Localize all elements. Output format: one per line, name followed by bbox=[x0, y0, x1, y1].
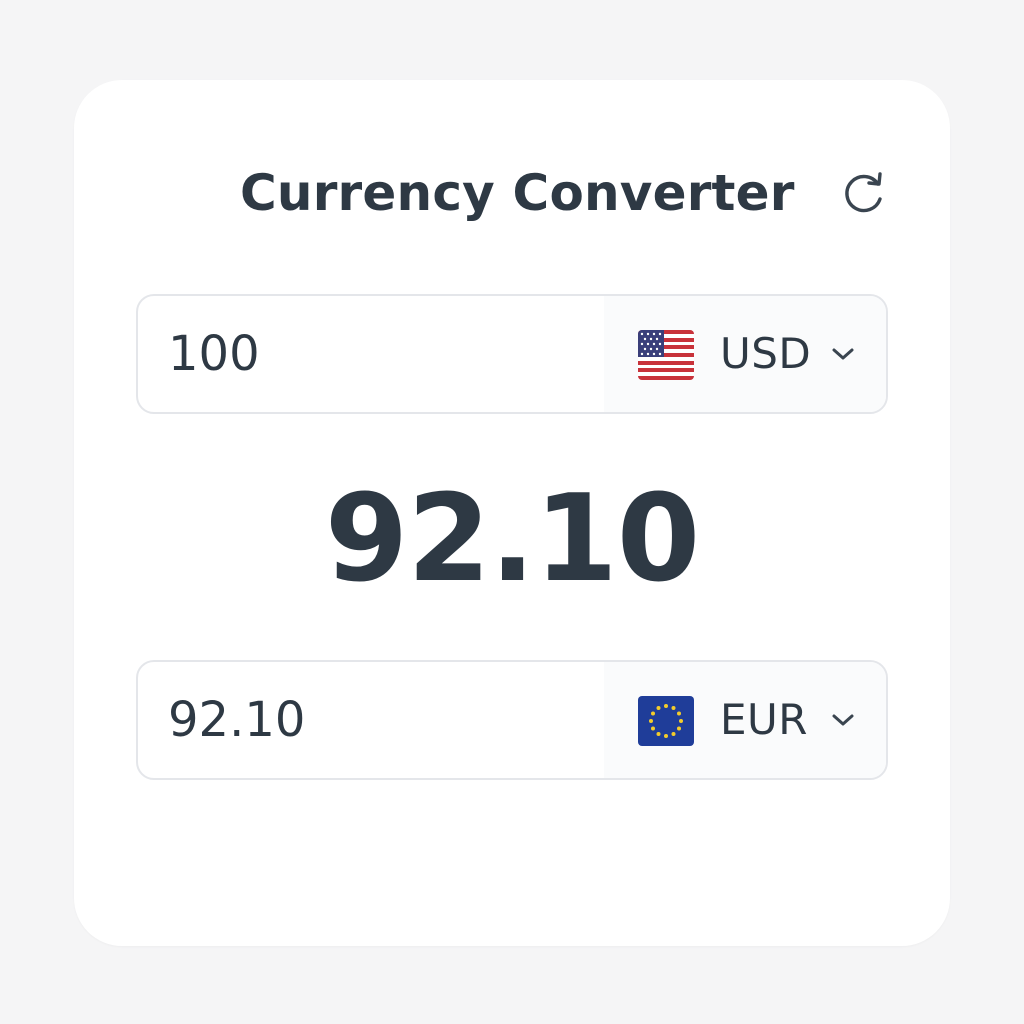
chevron-down-icon bbox=[832, 348, 854, 360]
chevron-down-icon bbox=[832, 714, 854, 726]
from-currency-row: USD bbox=[136, 294, 888, 414]
from-currency-select[interactable]: USD bbox=[604, 296, 886, 412]
to-currency-code: EUR bbox=[720, 695, 808, 744]
page-title: Currency Converter bbox=[240, 164, 795, 222]
to-currency-select[interactable]: EUR bbox=[604, 662, 886, 778]
eu-flag-icon bbox=[638, 696, 694, 746]
refresh-button[interactable] bbox=[834, 164, 894, 224]
from-amount-input[interactable] bbox=[168, 296, 588, 412]
conversion-result: 92.10 bbox=[324, 470, 701, 609]
to-amount-input[interactable] bbox=[168, 662, 588, 778]
us-flag-icon bbox=[638, 330, 694, 380]
refresh-icon bbox=[845, 172, 882, 213]
from-currency-code: USD bbox=[720, 329, 812, 378]
to-currency-row: EUR bbox=[136, 660, 888, 780]
converter-card: Currency Converter bbox=[74, 80, 950, 946]
